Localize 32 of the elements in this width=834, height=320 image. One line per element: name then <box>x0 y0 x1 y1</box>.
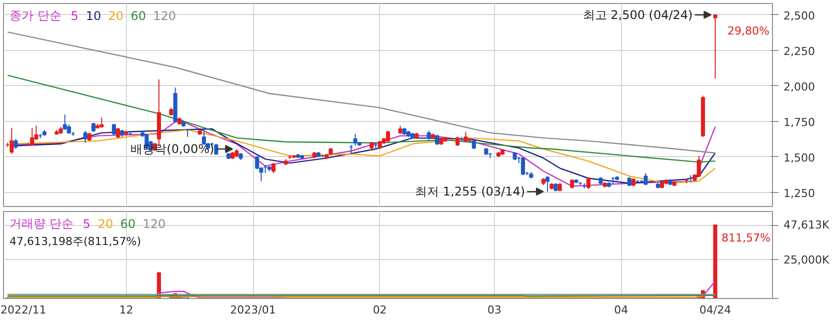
text: 60 <box>130 9 146 23</box>
annotation: 811,57% <box>722 232 771 245</box>
y-tick-label: 1,500 <box>784 151 815 164</box>
legend-title: 종가 단순 <box>10 8 62 22</box>
x-tick-label: 04/24 <box>699 304 732 316</box>
text: 20 <box>108 9 124 23</box>
text: 120 <box>142 217 166 231</box>
x-tick-label: 2022/11 <box>0 304 46 316</box>
annotation: 최저 1,255 (03/14) <box>415 184 526 199</box>
text: 20 <box>98 217 114 231</box>
annotation: 최고 2,500 (04/24) <box>582 8 693 22</box>
text: 5 <box>82 217 90 231</box>
annotation: 29,80% <box>728 24 770 38</box>
y-tick-label: 2,500 <box>784 9 815 22</box>
y-tick-label: 1,250 <box>784 186 815 200</box>
x-tick-label: 03 <box>487 304 502 316</box>
y-tick-label: 2,250 <box>784 44 815 58</box>
annotation: 47,613,198주(811,57%) <box>10 235 142 248</box>
y-tick-label: 25,000K <box>784 253 830 266</box>
x-tick-label: 2023/01 <box>230 304 276 316</box>
text: 10 <box>86 9 102 23</box>
y-tick-label: 1,750 <box>784 116 815 129</box>
x-tick-label: 12 <box>119 304 134 316</box>
y-tick-label: 2,000 <box>784 80 815 94</box>
x-tick-label: 04 <box>614 304 628 316</box>
text: 60 <box>120 217 136 231</box>
legend-title: 거래량 단순 <box>10 216 74 230</box>
annotation: 배당락(0,00%) <box>130 142 214 156</box>
y-tick-label: 47,613K <box>784 218 830 232</box>
x-tick-label: 02 <box>372 304 387 316</box>
text: 5 <box>70 9 78 23</box>
text: 120 <box>153 9 176 23</box>
